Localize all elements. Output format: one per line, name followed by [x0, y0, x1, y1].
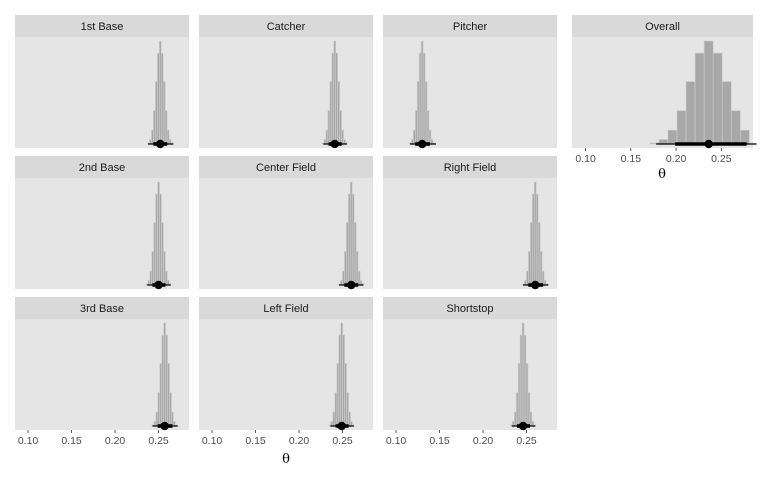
facet-strip	[199, 156, 373, 178]
facet-strip	[572, 15, 753, 37]
x-tick-label: 0.20	[105, 435, 126, 447]
x-tick-label: 0.25	[516, 435, 537, 447]
histogram-bar	[685, 81, 696, 145]
facet-strip	[383, 156, 557, 178]
histogram-bar	[721, 81, 732, 145]
facet-panel-pitcher: Pitcher	[383, 15, 557, 149]
x-tick-label: 0.10	[18, 435, 39, 447]
facet-strip-label: Pitcher	[453, 21, 488, 33]
x-tick-label: 0.20	[666, 153, 687, 165]
x-tick-label: 0.15	[61, 435, 82, 447]
histogram-bar	[667, 129, 678, 145]
point-estimate-dot	[156, 139, 165, 149]
facet-strip	[15, 156, 189, 178]
facet-plot-area	[383, 178, 557, 289]
x-axis-title-right: θ	[658, 167, 666, 182]
facet-plot-area	[199, 37, 373, 148]
x-tick-label: 0.15	[429, 435, 450, 447]
histogram-bar	[740, 129, 750, 145]
panels-layer: 1st Base Catcher Pitcher Overall 2nd Base Cen…	[15, 15, 757, 431]
facet-panel-center-field: Center Field	[199, 156, 373, 290]
facet-panel-overall: Overall	[572, 15, 757, 149]
facet-panel-3rd-base: 3rd Base	[15, 297, 189, 431]
facet-strip-label: Overall	[645, 21, 680, 33]
point-estimate-dot	[531, 280, 540, 290]
axes-layer: θ θ 0.10 0.15 0.20 0.25 0.10 0.15 0.20 0.25 0.10…	[18, 148, 732, 467]
x-tick-label: 0.15	[621, 153, 642, 165]
point-estimate-dot	[518, 421, 528, 431]
x-tick-label: 0.20	[473, 435, 494, 447]
x-tick-label: 0.10	[202, 435, 223, 447]
facet-strip	[199, 15, 373, 37]
x-tick-label: 0.10	[386, 435, 407, 447]
facet-panel-shortstop: Shortstop	[383, 297, 557, 431]
x-axis-title-left: θ	[282, 452, 290, 467]
facet-strip-label: Right Field	[444, 162, 497, 174]
x-tick-label: 0.25	[711, 153, 732, 165]
histogram-bar	[703, 40, 714, 145]
histogram-bar	[712, 52, 723, 145]
facet-panel-catcher: Catcher	[199, 15, 373, 149]
facet-panel-2nd-base: 2nd Base	[15, 156, 189, 290]
facet-panel-left-field: Left Field	[199, 297, 373, 431]
facet-strip	[15, 297, 189, 319]
facet-plot-area	[383, 37, 557, 148]
facet-strip-label: Catcher	[267, 21, 306, 33]
facet-strip	[383, 15, 557, 37]
facet-strip-label: 3rd Base	[80, 303, 124, 315]
facet-strip	[15, 15, 189, 37]
facet-panel-right-field: Right Field	[383, 156, 557, 290]
histogram-bar	[694, 52, 705, 145]
histogram-bar	[730, 110, 741, 145]
facet-strip-label: Shortstop	[446, 303, 493, 315]
x-tick-label: 0.25	[148, 435, 169, 447]
histogram-bar	[676, 110, 687, 145]
facet-strip	[383, 297, 557, 319]
facet-strip-label: Center Field	[256, 162, 316, 174]
point-estimate-dot	[160, 421, 169, 431]
facet-strip	[199, 297, 373, 319]
facet-strip-label: 2nd Base	[79, 162, 125, 174]
histogram-bar	[658, 139, 669, 145]
point-estimate-dot	[704, 139, 713, 149]
facet-plot-area	[199, 178, 373, 289]
point-estimate-dot	[347, 280, 356, 290]
point-estimate-dot	[330, 139, 339, 149]
facet-panel-1st-base: 1st Base	[15, 15, 189, 149]
point-estimate-dot	[154, 280, 163, 290]
facet-strip-label: Left Field	[263, 303, 308, 315]
x-tick-label: 0.10	[575, 153, 596, 165]
point-estimate-dot	[417, 139, 427, 149]
x-tick-label: 0.15	[245, 435, 266, 447]
facet-strip-label: 1st Base	[81, 21, 124, 33]
x-tick-label: 0.20	[289, 435, 310, 447]
x-tick-label: 0.25	[332, 435, 353, 447]
point-estimate-dot	[337, 421, 346, 431]
